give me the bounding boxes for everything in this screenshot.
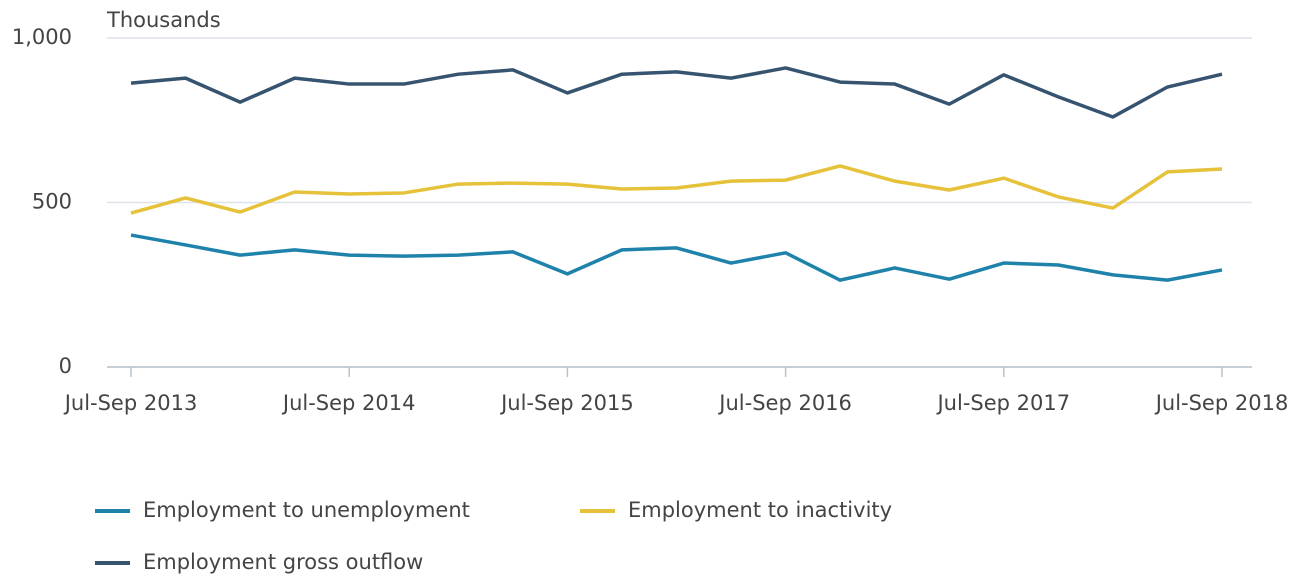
legend-label: Employment to inactivity (628, 498, 892, 522)
x-tick-label: Jul-Sep 2014 (281, 391, 416, 415)
x-tick-label: Jul-Sep 2018 (1154, 391, 1289, 415)
legend-label: Employment to unemployment (143, 498, 470, 522)
y-tick-label: 500 (32, 190, 72, 214)
series-line (130, 164, 1223, 215)
series-line (130, 233, 1223, 282)
legend-label: Employment gross outflow (143, 550, 423, 574)
x-tick-label: Jul-Sep 2015 (499, 391, 634, 415)
y-axis-label: Thousands (106, 8, 221, 32)
series-line (130, 66, 1223, 119)
x-tick-label: Jul-Sep 2017 (935, 391, 1070, 415)
y-tick-label: 1,000 (12, 25, 72, 49)
x-tick-label: Jul-Sep 2013 (63, 391, 198, 415)
x-tick-label: Jul-Sep 2016 (717, 391, 852, 415)
y-tick-label: 0 (59, 354, 72, 378)
